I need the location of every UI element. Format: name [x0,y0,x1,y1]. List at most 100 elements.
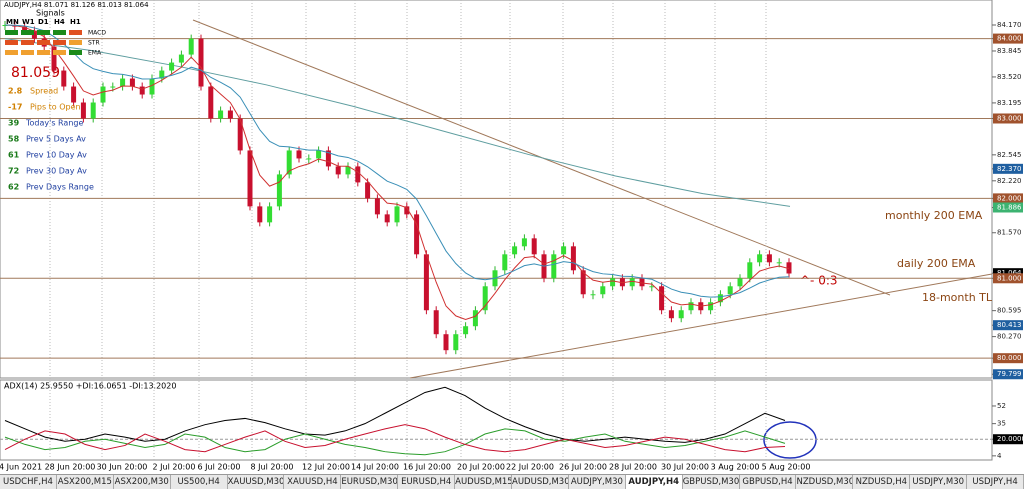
stat-value: 2.8 [8,87,23,96]
timeframe: H4 [54,18,65,26]
timeframe: H1 [70,18,81,26]
candle [678,310,684,319]
date-label: 20 Jul 20:00 [457,463,505,472]
signal-cell [5,40,18,45]
candle [218,110,224,119]
symbol-tab[interactable]: NZDUSD,M30 [796,475,854,489]
signal-cell [37,50,50,55]
candle [316,150,322,159]
candle [766,254,772,263]
adx-label: 52 [997,402,1006,410]
symbol-tab[interactable]: USDJPY,M30 [910,475,968,489]
candle [747,262,753,279]
candle [139,86,145,95]
highlight-circle [763,421,817,459]
signal-cell [69,40,82,45]
price-tag [993,113,1023,124]
price-label: 84.000 [997,35,1022,43]
date-label: 24 Jun 2021 [0,463,42,472]
price-label: 81.000 [997,274,1022,282]
stat-value: 61 [8,151,20,160]
signal-cell [69,50,82,55]
price-tag [993,320,1023,331]
candle [600,286,606,295]
symbol-tab[interactable]: EURUSD,H4 [398,475,456,489]
stat-label: Prev 10 Day Av [26,151,87,160]
symbol-tab[interactable]: XAUUSD,H4 [284,475,342,489]
signal-cell [69,30,82,35]
candle [159,70,165,79]
signal-cell [21,40,34,45]
candle [521,238,527,247]
stat-value: -17 [8,103,22,112]
signal-cell [5,30,18,35]
candle [267,206,273,223]
symbol-tab[interactable]: GBPUSD,H4 [740,475,797,489]
candle [649,286,655,288]
adx-label: 35 [997,420,1006,428]
symbol-tab[interactable]: XAUUSD,M30 [227,475,285,489]
date-label: 6 Jul 20:00 [198,463,241,472]
signal-cell [53,40,66,45]
price-tag [993,193,1023,204]
candle [570,246,576,271]
symbol-tab[interactable]: AUDJPY,M30 [569,475,626,489]
price-tag [993,434,1023,445]
symbol-tab[interactable]: ASX200,M30 [114,475,171,489]
candle [374,198,380,215]
candle [178,54,184,63]
symbol-line: AUDJPY,H4 81.071 81.126 81.013 81.064 [4,1,149,9]
signal-cell [53,30,66,35]
stat-label: Prev 5 Days Av [26,135,86,144]
candle [61,70,67,87]
symbol-tab[interactable]: AUDUSD,M15 [455,475,513,489]
symbol-tab[interactable]: ASX200,M15 [57,475,114,489]
terminal-chart: AUDJPY,H4 81.071 81.126 81.013 81.064 Si… [0,0,1024,472]
candle [71,86,77,103]
candle [610,278,616,287]
stat-label: Spread [30,87,58,96]
candle [472,310,478,327]
candle [227,110,233,119]
candle [286,150,292,175]
ascending-trendline [409,273,993,379]
signal-cell [53,50,66,55]
candle [502,254,508,271]
signal-cell [5,50,18,55]
candle [365,182,371,199]
price-label: 82.220 [997,177,1022,185]
candle [708,302,714,311]
annotation: 18-month TL [922,291,993,304]
candle [394,206,400,223]
stat-label: Prev 30 Day Av [26,167,87,176]
symbol-tab[interactable]: EURUSD,M30 [341,475,399,489]
price-tag [993,273,1023,284]
price-label: 81.064 [997,269,1022,277]
candle [688,302,694,311]
symbol-tab[interactable]: AUDJPY,H4 [625,475,683,489]
price-label: 80.595 [997,307,1022,315]
symbol-tab[interactable]: USDJPY,H4 [967,475,1024,489]
price-label: 83.845 [997,47,1022,55]
price-label: 79.799 [997,370,1022,378]
date-label: 14 Jul 20:00 [351,463,399,472]
candle [110,86,116,88]
stat-value: 62 [8,183,19,192]
symbol-tab[interactable]: AUDUSD,M30 [512,475,569,489]
price-label: 81.570 [997,229,1022,237]
candle [482,286,488,311]
price-tag [993,268,1023,279]
candle [776,262,782,264]
price-tag [993,369,1023,380]
symbol-tab[interactable]: GBPUSD,M30 [682,475,740,489]
timeframe: D1 [38,18,49,26]
symbol-tab[interactable]: US500,H4 [171,475,228,489]
candle [786,262,792,274]
date-label: 28 Jul 20:00 [609,463,657,472]
price-label: 83.000 [997,114,1022,122]
candle [384,214,390,223]
candle [120,78,126,87]
symbol-tab[interactable]: USDCHF,H4 [0,475,57,489]
symbol-tab[interactable]: NZDUSD,H4 [853,475,911,489]
candle [31,30,37,39]
